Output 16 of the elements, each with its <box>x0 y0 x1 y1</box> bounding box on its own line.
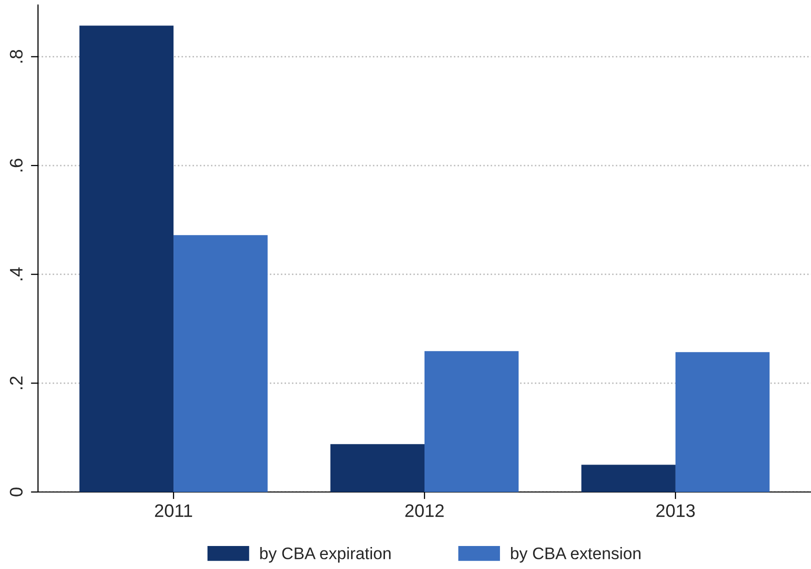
bar <box>330 444 424 492</box>
bar <box>675 352 770 492</box>
bar <box>581 464 676 492</box>
legend-label: by CBA expiration <box>260 547 391 563</box>
x-tick-label: 2013 <box>656 504 695 518</box>
y-tick-label: .8 <box>10 50 23 63</box>
y-tick-label: .2 <box>10 376 22 390</box>
bar <box>174 235 268 492</box>
y-tick-label: .4 <box>10 267 22 280</box>
bar <box>424 351 519 492</box>
legend-label: by CBA extension <box>511 547 640 563</box>
y-tick-label: .6 <box>10 158 23 172</box>
x-tick-label: 2012 <box>405 504 444 518</box>
y-tick-label: 0 <box>10 488 23 496</box>
x-tick-label: 2011 <box>155 504 192 518</box>
bar <box>79 26 174 492</box>
